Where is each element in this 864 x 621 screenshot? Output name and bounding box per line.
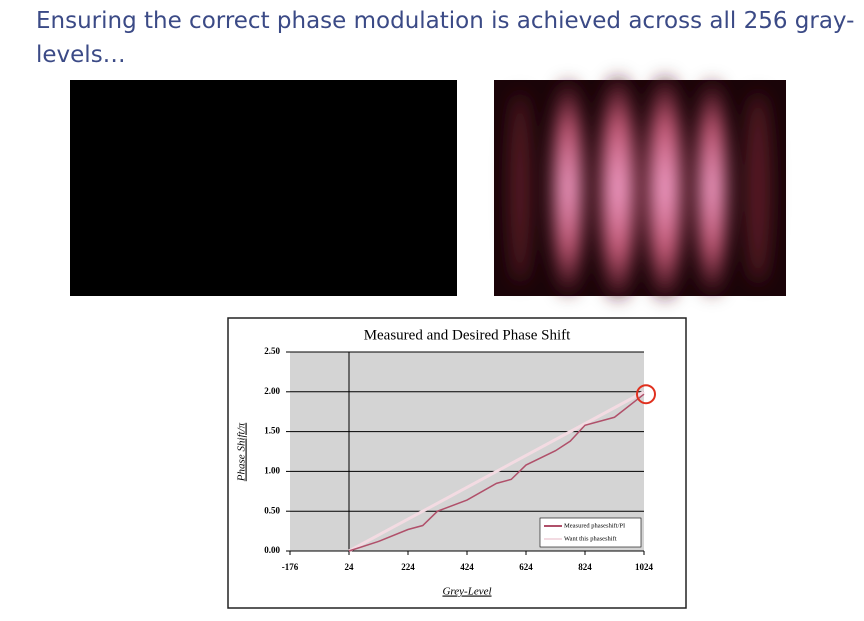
x-tick-label: 1024: [635, 562, 654, 572]
series-line: [348, 393, 645, 552]
y-tick-label: 1.50: [264, 426, 280, 436]
series-line: [348, 390, 645, 553]
x-tick-label: 824: [578, 562, 592, 572]
y-tick-label: 0.50: [264, 505, 280, 515]
highlight-circle: [636, 384, 656, 405]
fringe-image: [494, 78, 786, 298]
dark-image: [70, 80, 457, 296]
x-tick-label: 624: [519, 562, 533, 572]
y-axis-title: Phase Shift/π: [236, 422, 248, 482]
y-tick-label: 2.00: [264, 386, 280, 396]
y-tick-label: 0.00: [264, 545, 280, 555]
x-tick-label: 24: [345, 562, 355, 572]
x-tick-label: 424: [460, 562, 474, 572]
x-tick-label: 224: [401, 562, 415, 572]
x-axis-title: Grey-Level: [442, 586, 491, 598]
y-tick-label: 1.00: [264, 465, 280, 475]
legend-label: Want this phaseshift: [564, 535, 617, 542]
slide-title: Ensuring the correct phase modulation is…: [36, 8, 855, 68]
legend-box: [539, 517, 642, 548]
legend-label: Measured phaseshift/PI: [564, 522, 625, 529]
y-tick-label: 2.50: [264, 346, 280, 356]
x-tick-label: -176: [282, 562, 299, 572]
chart-title: Measured and Desired Phase Shift: [364, 327, 571, 343]
